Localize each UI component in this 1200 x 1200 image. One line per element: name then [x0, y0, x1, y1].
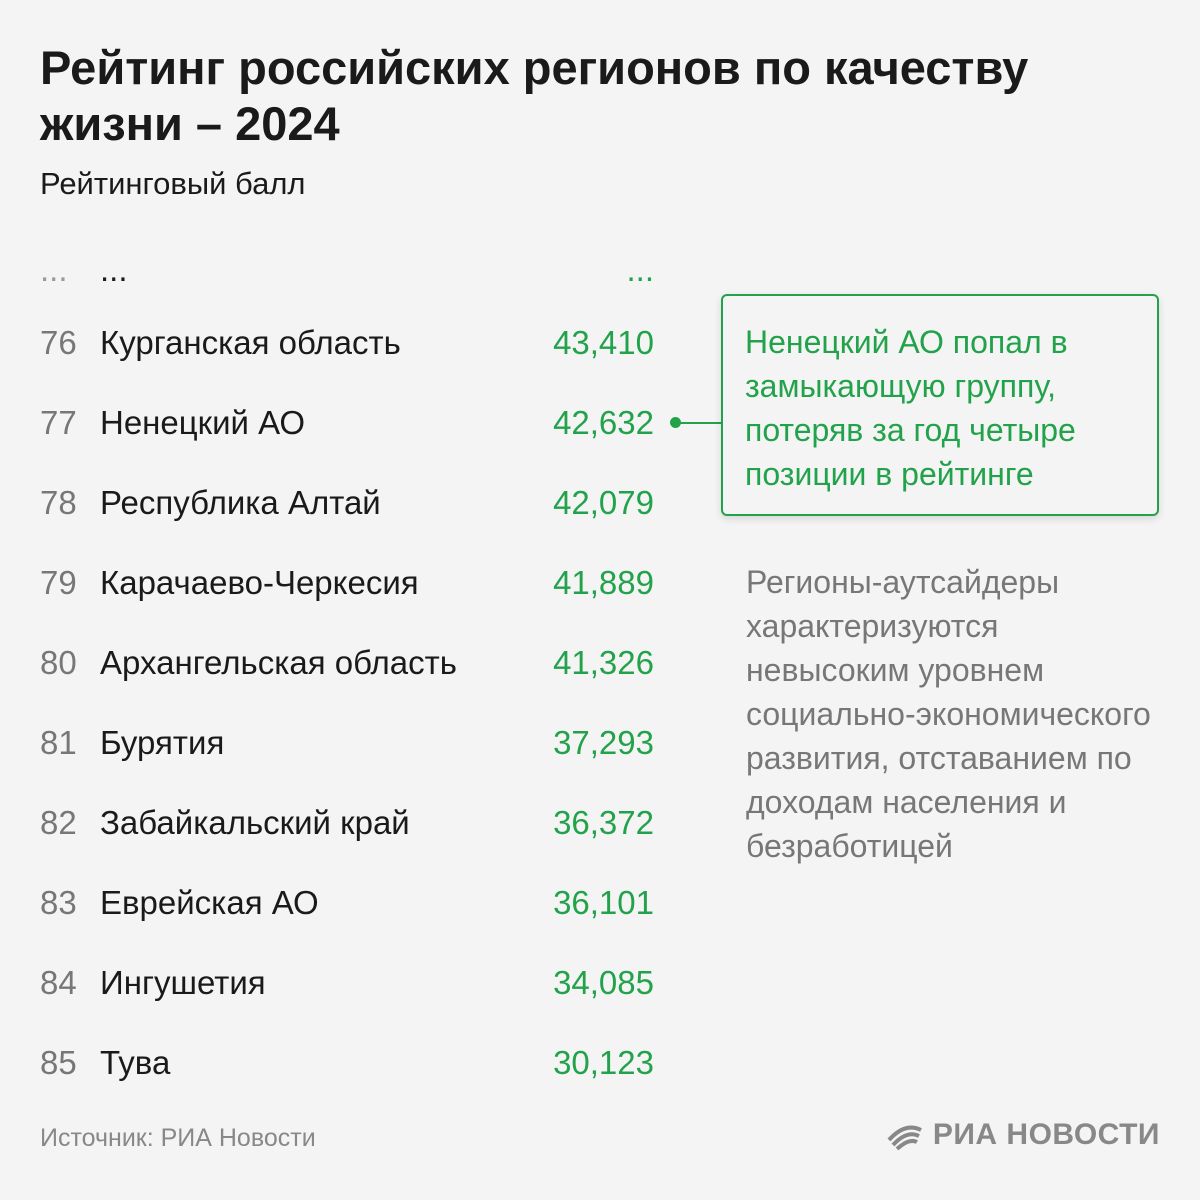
ellipsis-row: ... ... ... — [0, 245, 680, 295]
row-region: Карачаево-Черкесия — [100, 564, 419, 601]
table-row: 83 Еврейская АО 36,101 — [0, 878, 680, 928]
callout-connector-line — [671, 422, 723, 424]
row-score: 37,293 — [553, 724, 654, 761]
side-note: Регионы-аутсайдеры характеризуются невыс… — [746, 564, 1151, 864]
table-row: 76 Курганская область 43,410 — [0, 318, 680, 368]
source-label: Источник: РИА Новости — [40, 1124, 316, 1152]
table-row: 79 Карачаево-Черкесия 41,889 — [0, 558, 680, 608]
row-rank: 84 — [40, 964, 77, 1001]
row-rank: 78 — [40, 484, 77, 521]
row-region: Архангельская область — [100, 644, 457, 681]
row-region: Республика Алтай — [100, 484, 381, 521]
row-region: Забайкальский край — [100, 804, 410, 841]
chart-subtitle: Рейтинговый балл — [40, 166, 306, 201]
ria-logo: РИА НОВОСТИ — [887, 1118, 1160, 1152]
ellipsis-region: ... — [100, 251, 128, 288]
logo-text: РИА НОВОСТИ — [932, 1118, 1160, 1151]
row-region: Ингушетия — [100, 964, 266, 1001]
table-row: 77 Ненецкий АО 42,632 — [0, 398, 680, 448]
row-rank: 82 — [40, 804, 77, 841]
row-region: Бурятия — [100, 724, 225, 761]
callout-box: Ненецкий АО попал в замыкающую группу, п… — [721, 294, 1159, 516]
row-rank: 85 — [40, 1044, 77, 1081]
ranking-table: ... ... ... 76 Курганская область 43,410 77… — [0, 245, 680, 1088]
row-score: 30,123 — [553, 1044, 654, 1081]
table-row: 82 Забайкальский край 36,372 — [0, 798, 680, 848]
row-rank: 76 — [40, 324, 77, 361]
table-row: 84 Ингушетия 34,085 — [0, 958, 680, 1008]
row-rank: 81 — [40, 724, 77, 761]
table-row: 85 Тува 30,123 — [0, 1038, 680, 1088]
table-row: 78 Республика Алтай 42,079 — [0, 478, 680, 528]
chart-title: Рейтинг российских регионов по качеству … — [40, 41, 1029, 150]
table-row: 81 Бурятия 37,293 — [0, 718, 680, 768]
row-score: 42,632 — [553, 404, 654, 441]
row-score: 42,079 — [553, 484, 654, 521]
ellipsis-score: ... — [626, 251, 654, 288]
table-row: 80 Архангельская область 41,326 — [0, 638, 680, 688]
row-region: Еврейская АО — [100, 884, 319, 921]
row-rank: 79 — [40, 564, 77, 601]
row-score: 41,889 — [553, 564, 654, 601]
row-score: 43,410 — [553, 324, 654, 361]
row-score: 41,326 — [553, 644, 654, 681]
callout-text: Ненецкий АО попал в замыкающую группу, п… — [745, 324, 1076, 492]
row-score: 36,101 — [553, 884, 654, 921]
row-region: Курганская область — [100, 324, 401, 361]
ria-logo-icon — [887, 1125, 922, 1150]
ellipsis-rank: ... — [40, 251, 68, 288]
row-rank: 80 — [40, 644, 77, 681]
row-score: 34,085 — [553, 964, 654, 1001]
row-rank: 77 — [40, 404, 77, 441]
row-rank: 83 — [40, 884, 77, 921]
row-region: Тува — [100, 1044, 171, 1081]
row-region: Ненецкий АО — [100, 404, 306, 441]
row-score: 36,372 — [553, 804, 654, 841]
callout-connector-dot — [670, 417, 681, 428]
